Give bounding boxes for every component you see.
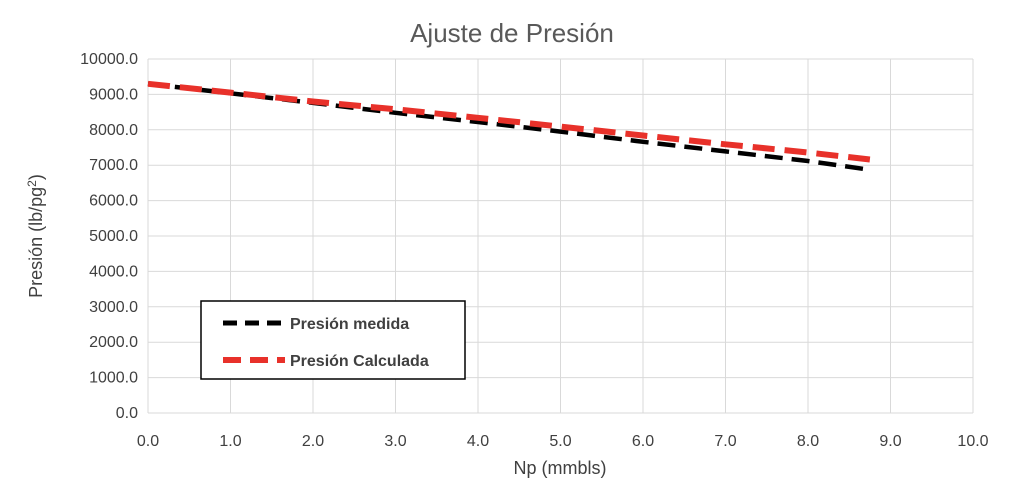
x-tick-labels: 0.0 1.0 2.0 3.0 4.0 5.0 6.0 7.0 8.0 9.0 10.0 [137,433,989,450]
y-tick-label: 6000.0 [89,193,138,210]
y-tick-label: 5000.0 [89,228,138,245]
x-tick-label: 7.0 [714,433,736,450]
x-tick-label: 6.0 [632,433,654,450]
x-tick-label: 10.0 [957,433,988,450]
x-tick-label: 0.0 [137,433,159,450]
series-layer [147,80,871,173]
series-line-presion-medida [147,81,871,173]
x-tick-label: 1.0 [219,433,241,450]
x-tick-label: 9.0 [879,433,901,450]
y-tick-label: 10000.0 [80,51,138,68]
y-tick-label: 9000.0 [89,86,138,103]
x-tick-label: 5.0 [549,433,571,450]
y-tick-label: 0.0 [116,405,138,422]
y-tick-label: 3000.0 [89,299,138,316]
y-axis-label-end: ) [26,174,46,180]
series-line-presion-calculada [147,80,871,163]
legend-box [200,300,466,380]
y-tick-label: 8000.0 [89,122,138,139]
x-tick-label: 3.0 [384,433,406,450]
y-tick-label: 2000.0 [89,334,138,351]
y-axis-label-sup: 2 [25,180,39,187]
y-axis-label-main: Presión (lb/pg [26,187,46,298]
y-tick-labels: 0.0 1000.0 2000.0 3000.0 4000.0 5000.0 6000.0 7… [80,51,138,422]
legend-label-presion-medida: Presión medida [290,316,409,333]
y-tick-label: 4000.0 [89,263,138,280]
legend: Presión medida Presión Calculada [200,300,466,380]
chart-title: Ajuste de Presión [410,18,614,48]
x-tick-label: 4.0 [467,433,489,450]
y-axis-label: Presión (lb/pg2) [25,174,46,298]
x-tick-label: 8.0 [797,433,819,450]
x-axis-label: Np (mmbls) [514,458,607,478]
legend-label-presion-calculada: Presión Calculada [290,353,429,370]
y-tick-label: 7000.0 [89,157,138,174]
y-tick-label: 1000.0 [89,370,138,387]
x-tick-label: 2.0 [302,433,324,450]
